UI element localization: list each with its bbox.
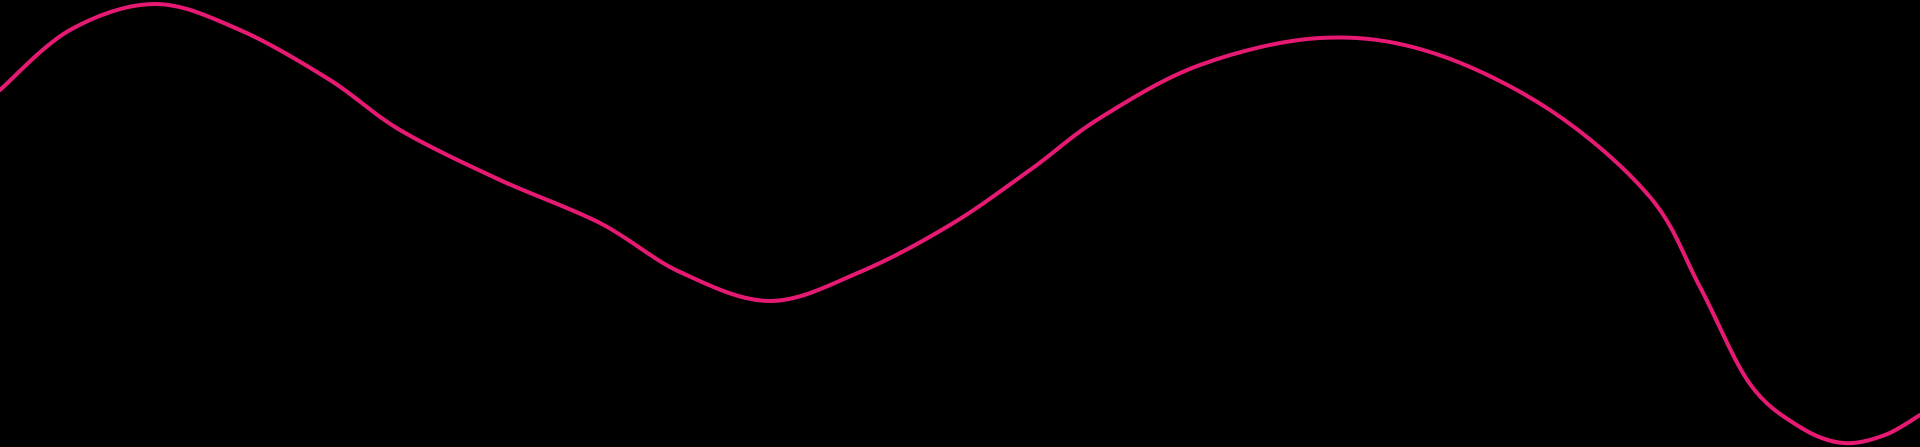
chart-canvas [0,0,1920,447]
curve-chart-svg [0,2,1920,446]
curve-line [0,2,1920,446]
